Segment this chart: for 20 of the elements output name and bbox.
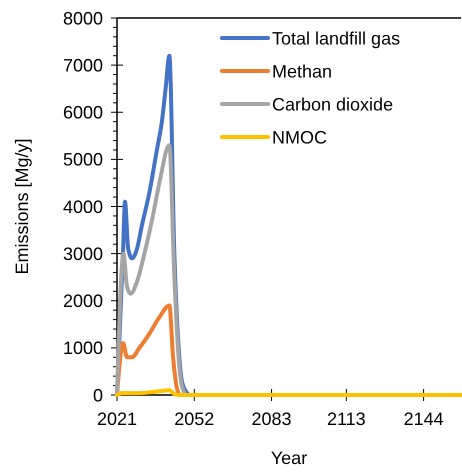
y-tick-label: 7000: [62, 55, 103, 76]
y-tick-label: 2000: [62, 291, 103, 312]
x-tick-label: 2144: [404, 409, 444, 429]
legend-label: Total landfill gas: [272, 28, 400, 48]
y-tick-label: 1000: [62, 338, 103, 358]
y-tick-label: 3000: [62, 244, 103, 264]
y-tick-label: 6000: [62, 102, 103, 123]
x-tick-label: 2052: [174, 409, 214, 429]
legend-label: Methan: [272, 61, 332, 82]
x-tick-label: 2083: [252, 409, 292, 429]
y-tick-label: 4000: [62, 196, 103, 217]
x-tick-label: 2113: [326, 409, 366, 429]
y-tick-label: 0: [92, 385, 103, 406]
x-tick-label: 2021: [96, 409, 138, 429]
x-axis-title: Year: [270, 448, 308, 468]
legend-label: Carbon dioxide: [272, 94, 394, 114]
legend-label: NMOC: [272, 127, 327, 148]
y-tick-label: 8000: [62, 8, 103, 28]
y-axis-title: Emissions [Mg/y]: [12, 138, 32, 275]
y-tick-label: 5000: [62, 150, 103, 170]
